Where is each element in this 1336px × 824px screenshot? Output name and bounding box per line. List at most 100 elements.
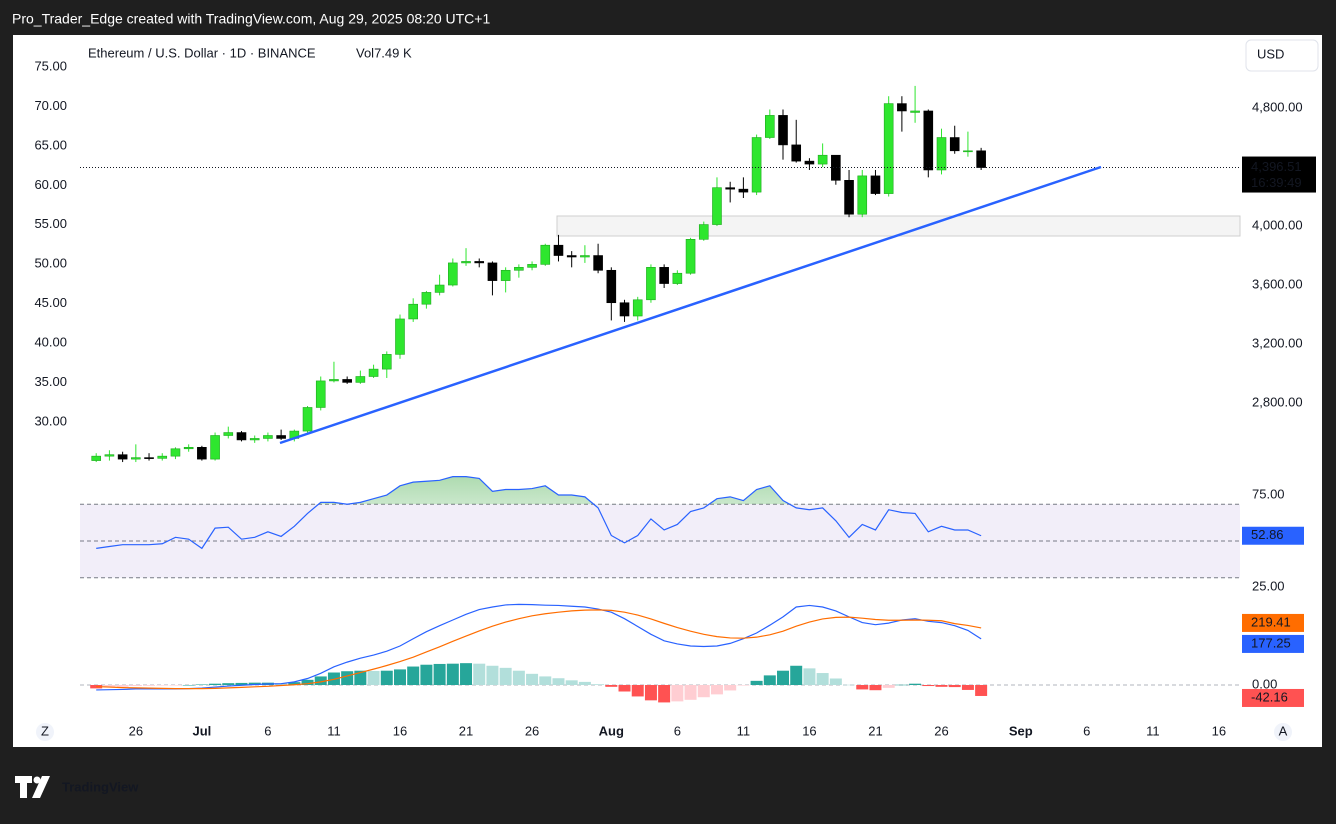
- currency-button[interactable]: [1245, 39, 1319, 72]
- y2-tick-label: 65.00: [34, 137, 67, 152]
- candle-body: [593, 255, 603, 271]
- macd-value-label: 219.41: [1251, 614, 1291, 629]
- candle-body: [791, 144, 802, 162]
- histogram-bar: [354, 670, 367, 686]
- histogram-bar: [737, 685, 750, 686]
- zoom-button-label: Z: [41, 723, 49, 738]
- histogram-bar: [248, 682, 261, 686]
- candle-body: [738, 188, 749, 193]
- candle-body: [936, 137, 947, 171]
- candle-body: [263, 435, 273, 439]
- histogram-bar: [156, 685, 169, 686]
- histogram-bar: [816, 673, 829, 686]
- histogram-bar: [922, 685, 935, 687]
- macd-value-box: [1242, 634, 1304, 653]
- y2-tick-label: 60.00: [34, 177, 67, 192]
- candle-body: [553, 244, 564, 256]
- candle-body: [817, 154, 828, 165]
- histogram-bar: [631, 685, 644, 697]
- x-tick-label: 26: [934, 723, 948, 738]
- histogram-bar: [288, 682, 301, 686]
- rsi-line: [96, 476, 982, 550]
- candle-body: [236, 432, 247, 441]
- x-tick-label: 26: [525, 723, 539, 738]
- candle-body: [170, 448, 181, 457]
- x-tick-label: 16: [393, 723, 407, 738]
- candle-body: [857, 175, 868, 215]
- y-tick-label: 3,600.00: [1252, 276, 1303, 291]
- candle-body: [183, 446, 194, 450]
- candle-body: [897, 103, 907, 112]
- histogram-bar: [341, 671, 354, 686]
- macd-value-box: [1242, 613, 1304, 632]
- macd-line: [96, 603, 982, 691]
- y-tick-label: 4,800.00: [1252, 99, 1303, 114]
- trend-line[interactable]: [279, 165, 1102, 445]
- y2-tick-label: 35.00: [34, 374, 67, 389]
- candle-body: [104, 454, 115, 457]
- histogram-bar: [909, 683, 922, 686]
- candle-body: [831, 154, 841, 181]
- candle-body: [632, 299, 643, 317]
- histogram-bar: [103, 685, 116, 688]
- candle-body: [461, 261, 471, 264]
- histogram-bar: [790, 665, 803, 686]
- auto-button[interactable]: [1274, 723, 1292, 741]
- candle-body: [646, 267, 656, 301]
- candle-body: [197, 446, 207, 460]
- candle-body: [329, 379, 339, 382]
- candle-body: [421, 292, 432, 305]
- histogram-bar: [380, 670, 393, 686]
- histogram-bar: [618, 685, 631, 692]
- x-tick-label: 16: [802, 723, 816, 738]
- overbought-fill: [96, 476, 982, 505]
- y-tick-label: 75.00: [1252, 486, 1285, 501]
- candle-body: [910, 110, 920, 113]
- x-tick-label: 11: [327, 723, 341, 738]
- x-tick-label: 6: [674, 723, 681, 738]
- histogram-bar: [578, 681, 591, 686]
- countdown-label: 16:39:49: [1251, 175, 1302, 190]
- histogram-bar: [446, 663, 459, 686]
- x-tick-label: 11: [737, 723, 751, 738]
- y-tick-label: 3,200.00: [1252, 335, 1303, 350]
- zoom-button[interactable]: [36, 723, 54, 741]
- macd-value-label: 177.25: [1251, 635, 1291, 650]
- macd-line: [96, 609, 982, 690]
- auto-button-label: A: [1279, 723, 1288, 738]
- candle-body: [157, 455, 168, 459]
- candle-body: [778, 115, 788, 146]
- rsi-band: [80, 504, 1240, 578]
- candle-body: [804, 160, 815, 165]
- logo-icon: [15, 776, 50, 798]
- histogram-bar: [301, 679, 314, 686]
- candle-body: [949, 137, 960, 152]
- histogram-bar: [882, 685, 895, 688]
- histogram-bar: [710, 685, 723, 695]
- y-tick-label: 0.00: [1252, 676, 1277, 691]
- candle-body: [131, 457, 141, 460]
- y2-tick-label: 55.00: [34, 216, 67, 231]
- candle-body: [91, 455, 102, 461]
- histogram-bar: [182, 685, 195, 686]
- histogram-bar: [592, 684, 605, 686]
- last-price-box: [1242, 156, 1316, 193]
- histogram-bar: [235, 682, 248, 686]
- candle-body: [765, 115, 775, 138]
- candle-body: [619, 302, 630, 317]
- x-tick-label: 21: [459, 723, 473, 738]
- histogram-bar: [750, 680, 763, 686]
- zone-rectangle[interactable]: [556, 215, 1241, 237]
- histogram-bar: [671, 685, 684, 702]
- x-tick-label: Sep: [1009, 723, 1033, 738]
- x-tick-label: 21: [868, 723, 882, 738]
- histogram-bar: [843, 684, 856, 686]
- candle-body: [672, 272, 683, 284]
- histogram-bar: [499, 667, 512, 686]
- histogram-bar: [829, 678, 842, 686]
- y2-tick-label: 50.00: [34, 256, 67, 271]
- histogram-bar: [433, 663, 446, 686]
- candle-body: [500, 269, 511, 281]
- candle-body: [342, 379, 352, 383]
- candle-body: [606, 269, 617, 304]
